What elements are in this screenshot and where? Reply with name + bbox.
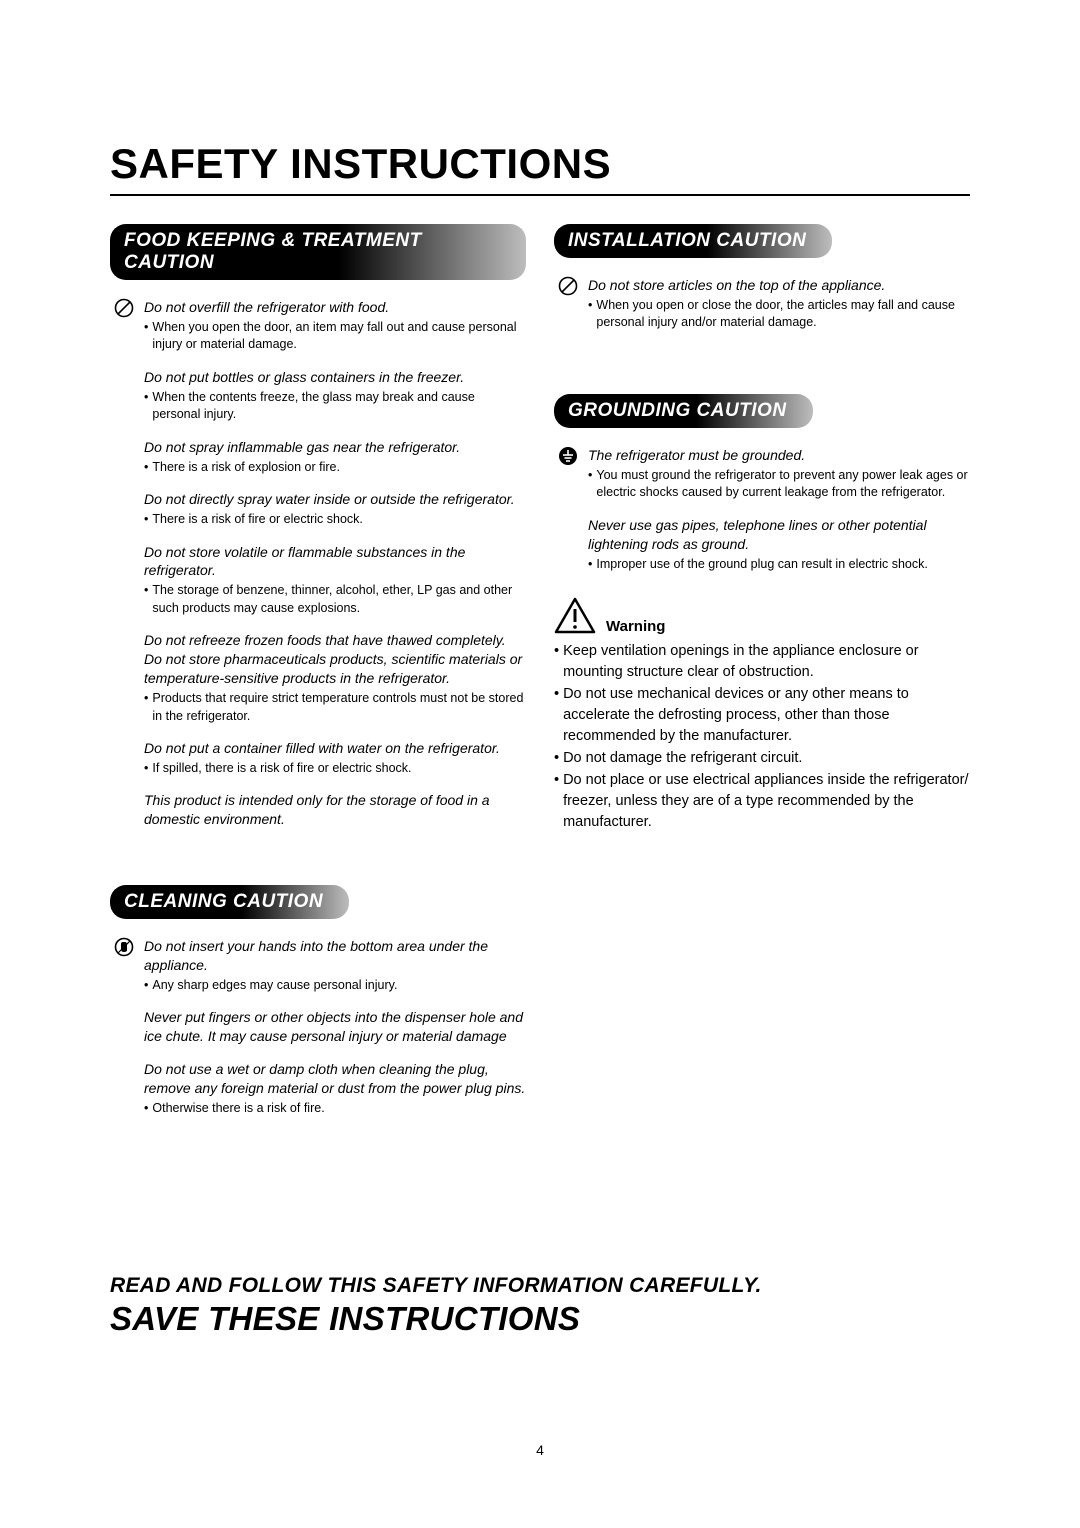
section-header-cleaning: CLEANING CAUTION bbox=[110, 885, 349, 919]
ground-icon bbox=[558, 446, 580, 504]
food-item-0: Do not overfill the refrigerator with fo… bbox=[110, 298, 526, 356]
food-item-2: Do not spray inflammable gas near the re… bbox=[110, 438, 526, 478]
item-bullet: •The storage of benzene, thinner, alcoho… bbox=[144, 582, 526, 617]
warning-line: •Keep ventilation openings in the applia… bbox=[554, 641, 970, 683]
title-underline bbox=[110, 194, 970, 196]
grounding-item-0: The refrigerator must be grounded. •You … bbox=[554, 446, 970, 504]
item-heading: The refrigerator must be grounded. bbox=[588, 446, 970, 465]
item-bullet: •When you open the door, an item may fal… bbox=[144, 319, 526, 354]
item-heading: Do not store articles on the top of the … bbox=[588, 276, 970, 295]
item-bullet: •Otherwise there is a risk of fire. bbox=[144, 1100, 526, 1118]
food-item-1: Do not put bottles or glass containers i… bbox=[110, 368, 526, 426]
item-heading: Never use gas pipes, telephone lines or … bbox=[588, 516, 970, 554]
left-column: FOOD KEEPING & TREATMENT CAUTION Do not … bbox=[110, 224, 526, 1132]
item-heading: This product is intended only for the st… bbox=[144, 791, 526, 829]
footer-line-1: READ AND FOLLOW THIS SAFETY INFORMATION … bbox=[110, 1274, 970, 1298]
item-heading: Never put fingers or other objects into … bbox=[144, 1008, 526, 1046]
item-heading: Do not overfill the refrigerator with fo… bbox=[144, 298, 526, 317]
prohibit-icon bbox=[558, 276, 580, 334]
warning-triangle-icon bbox=[554, 597, 596, 635]
item-bullet: •Improper use of the ground plug can res… bbox=[588, 556, 970, 574]
warning-line: •Do not damage the refrigerant circuit. bbox=[554, 748, 970, 769]
footer-line-2: SAVE THESE INSTRUCTIONS bbox=[110, 1300, 970, 1338]
food-item-3: Do not directly spray water inside or ou… bbox=[110, 490, 526, 530]
item-bullet: •You must ground the refrigerator to pre… bbox=[588, 467, 970, 502]
section-header-food: FOOD KEEPING & TREATMENT CAUTION bbox=[110, 224, 526, 280]
page-number: 4 bbox=[0, 1442, 1080, 1458]
footer-block: READ AND FOLLOW THIS SAFETY INFORMATION … bbox=[110, 1274, 970, 1338]
item-heading: Do not use a wet or damp cloth when clea… bbox=[144, 1060, 526, 1098]
item-heading: Do not store volatile or flammable subst… bbox=[144, 543, 526, 581]
item-bullet: •There is a risk of explosion or fire. bbox=[144, 459, 526, 477]
item-bullet: •When you open or close the door, the ar… bbox=[588, 297, 970, 332]
item-heading: Do not spray inflammable gas near the re… bbox=[144, 438, 526, 457]
section-header-installation: INSTALLATION CAUTION bbox=[554, 224, 832, 258]
section-header-grounding: GROUNDING CAUTION bbox=[554, 394, 813, 428]
item-bullet: •Any sharp edges may cause personal inju… bbox=[144, 977, 526, 995]
warning-list: •Keep ventilation openings in the applia… bbox=[554, 641, 970, 833]
right-column: INSTALLATION CAUTION Do not store articl… bbox=[554, 224, 970, 1132]
installation-item-0: Do not store articles on the top of the … bbox=[554, 276, 970, 334]
item-bullet: •There is a risk of fire or electric sho… bbox=[144, 511, 526, 529]
food-item-6: Do not put a container filled with water… bbox=[110, 739, 526, 779]
warning-line: •Do not use mechanical devices or any ot… bbox=[554, 684, 970, 747]
warning-line: •Do not place or use electrical applianc… bbox=[554, 770, 970, 833]
item-bullet: •If spilled, there is a risk of fire or … bbox=[144, 760, 526, 778]
page-title: SAFETY INSTRUCTIONS bbox=[110, 140, 970, 188]
item-bullet: •Products that require strict temperatur… bbox=[144, 690, 526, 725]
food-item-4: Do not store volatile or flammable subst… bbox=[110, 543, 526, 620]
cleaning-item-2: Do not use a wet or damp cloth when clea… bbox=[110, 1060, 526, 1119]
warning-header: Warning bbox=[554, 597, 970, 635]
prohibit-icon bbox=[114, 298, 136, 356]
grounding-item-1: Never use gas pipes, telephone lines or … bbox=[554, 516, 970, 575]
cleaning-item-1: Never put fingers or other objects into … bbox=[110, 1008, 526, 1048]
food-plain: This product is intended only for the st… bbox=[110, 791, 526, 831]
item-heading: Do not insert your hands into the bottom… bbox=[144, 937, 526, 975]
item-bullet: •When the contents freeze, the glass may… bbox=[144, 389, 526, 424]
warning-label: Warning bbox=[606, 618, 665, 635]
item-heading: Do not put a container filled with water… bbox=[144, 739, 526, 758]
cleaning-item-0: Do not insert your hands into the bottom… bbox=[110, 937, 526, 996]
item-heading: Do not directly spray water inside or ou… bbox=[144, 490, 526, 509]
item-heading: Do not put bottles or glass containers i… bbox=[144, 368, 526, 387]
food-item-5: Do not refreeze frozen foods that have t… bbox=[110, 631, 526, 727]
content-columns: FOOD KEEPING & TREATMENT CAUTION Do not … bbox=[110, 224, 970, 1132]
hand-prohibit-icon bbox=[114, 937, 136, 996]
item-heading: Do not refreeze frozen foods that have t… bbox=[144, 631, 526, 688]
